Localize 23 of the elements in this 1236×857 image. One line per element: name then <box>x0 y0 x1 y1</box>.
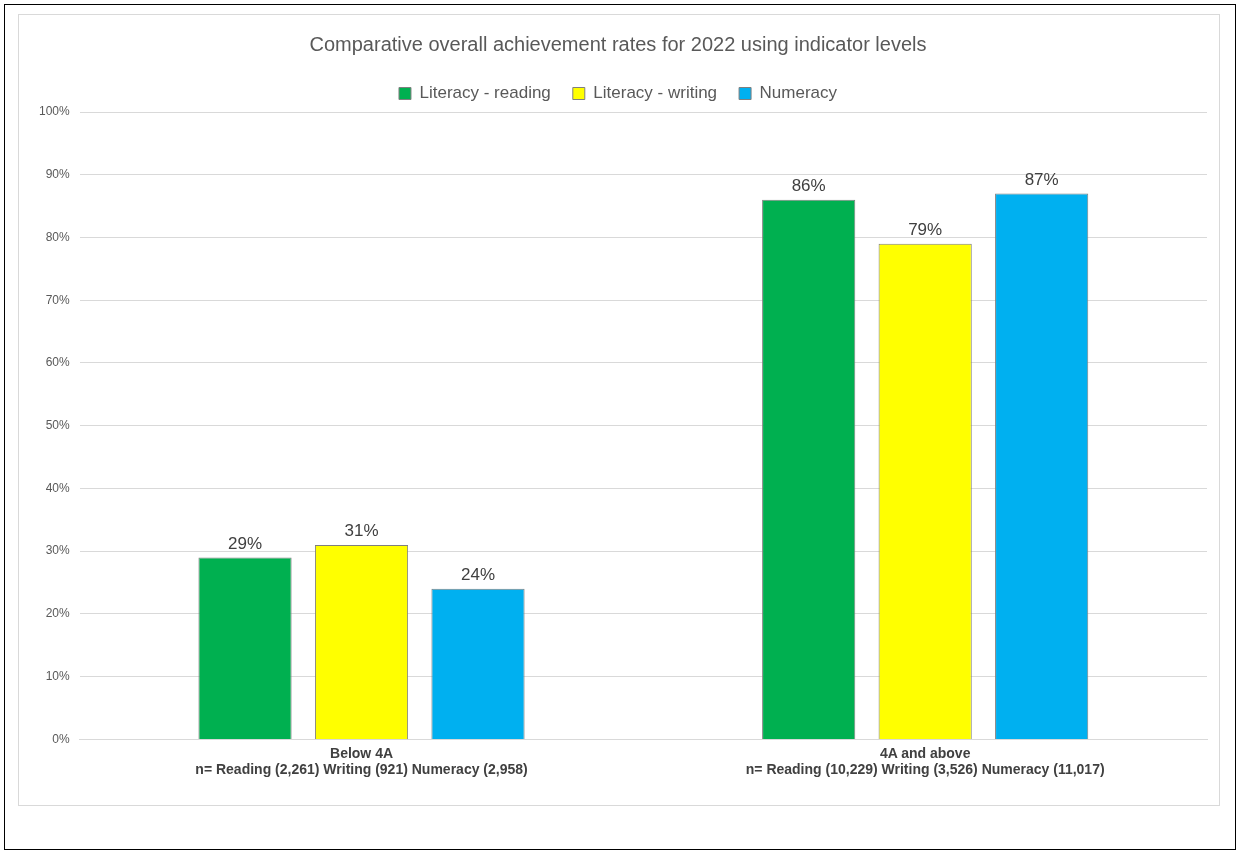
data-label: 29% <box>228 533 263 553</box>
x-tick-label: Below 4A n= Reading (2,261) Writing (921) Numeracy (2,958) <box>195 744 528 778</box>
y-tick-label: 80% <box>45 229 71 244</box>
y-tick-label: 100% <box>38 104 71 119</box>
y-tick-label: 10% <box>45 668 71 683</box>
legend-label: Literacy - reading <box>419 83 551 103</box>
y-tick-label: 0% <box>52 731 71 746</box>
x-tick-label: 4A and above n= Reading (10,229) Writing (3,526) Numeracy (11,017) <box>745 744 1105 778</box>
y-tick-label: 20% <box>45 606 71 621</box>
y-tick-label: 70% <box>45 292 71 307</box>
data-label: 86% <box>791 176 826 196</box>
data-label: 31% <box>344 521 379 541</box>
y-tick-label: 60% <box>45 355 71 370</box>
y-tick-label: 40% <box>45 480 71 495</box>
data-label: 79% <box>908 219 943 239</box>
chart-title: Comparative overall achievement rates for 2022 using indicator levels <box>309 32 927 55</box>
y-tick-label: 90% <box>45 167 71 182</box>
data-label: 87% <box>1024 169 1059 189</box>
legend-label: Literacy - writing <box>593 83 718 103</box>
y-tick-label: 50% <box>45 418 71 433</box>
y-tick-label: 30% <box>45 543 71 558</box>
legend-label: Numeracy <box>759 83 838 103</box>
data-label: 24% <box>460 565 496 585</box>
